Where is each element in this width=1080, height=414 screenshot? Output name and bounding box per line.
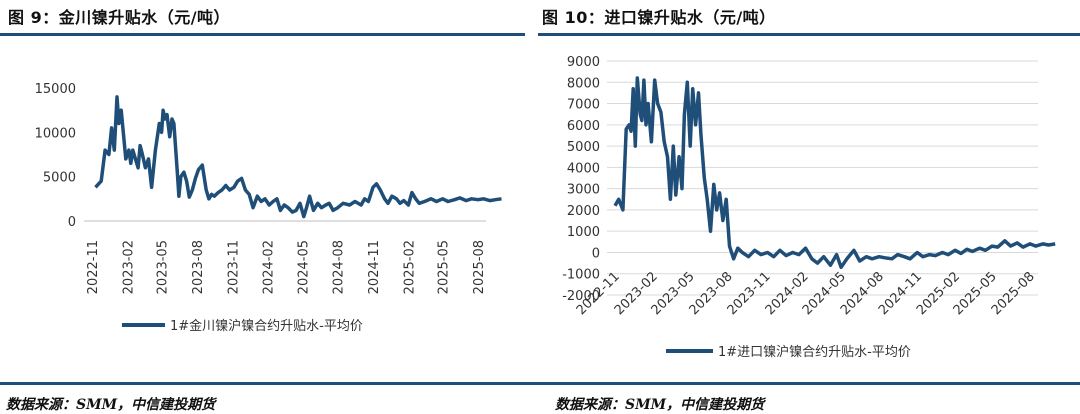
y-tick-label: 3000: [567, 183, 600, 198]
x-tick-label: 2024-08: [332, 240, 347, 294]
y-tick-label: 0: [68, 215, 76, 230]
chart-1-series-line: [94, 95, 502, 219]
x-tick-label: 2023-05: [156, 240, 171, 294]
y-tick-label: 1000: [567, 225, 600, 240]
y-tick-label: 7000: [567, 98, 600, 113]
y-tick-label: 9000: [567, 55, 600, 70]
y-tick-label: 10000: [35, 126, 76, 141]
chart-2-title: 图 10：进口镍升贴水（元/吨）: [542, 8, 776, 27]
chart-1-svg: 15000 10000 5000 0 2022-11 2023-02 2023-05 202…: [35, 82, 502, 334]
chart-2-svg: 9000 8000 7000 6000 5000 4000 3000 2000 1000 0 -10…: [562, 55, 1056, 360]
x-tick-label: 2025-05: [437, 240, 452, 294]
chart-2-legend-label: 1#进口镍沪镍合约升贴水-平均价: [718, 344, 911, 360]
x-tick-label: 2023-02: [121, 240, 136, 294]
x-tick-label: 2024-11: [367, 240, 382, 294]
y-tick-label: 2000: [567, 204, 600, 219]
y-tick-label: 15000: [35, 82, 76, 97]
chart-1-legend-label: 1#金川镍沪镍合约升贴水-平均价: [170, 318, 363, 334]
y-tick-label: 5000: [43, 171, 76, 186]
chart-2-source: 数据来源：SMM，中信建投期货: [555, 397, 765, 413]
y-tick-label: 8000: [567, 76, 600, 91]
x-tick-label: 2022-11: [86, 240, 101, 294]
y-tick-label: -1000: [562, 268, 600, 283]
x-tick-label: 2023-11: [226, 240, 241, 294]
x-tick-label: 2025-08: [472, 240, 487, 294]
y-tick-label: -2000: [562, 289, 600, 304]
x-tick-label: 2025-02: [402, 240, 417, 294]
chart-1-title: 图 9：金川镍升贴水（元/吨）: [8, 8, 231, 27]
x-tick-label: 2024-02: [262, 240, 277, 294]
x-tick-label: 2024-05: [296, 240, 311, 294]
footer-rule: [0, 382, 1080, 385]
y-tick-label: 5000: [567, 140, 600, 155]
y-tick-label: 4000: [567, 161, 600, 176]
chart-2-series-line: [613, 76, 1056, 270]
chart-1-source: 数据来源：SMM，中信建投期货: [6, 397, 216, 413]
chart-2-title-rule: [538, 33, 1080, 36]
x-tick-label: 2023-08: [191, 240, 206, 294]
y-tick-label: 6000: [567, 119, 600, 134]
chart-1-title-rule: [0, 33, 525, 36]
y-tick-label: 0: [592, 246, 600, 261]
